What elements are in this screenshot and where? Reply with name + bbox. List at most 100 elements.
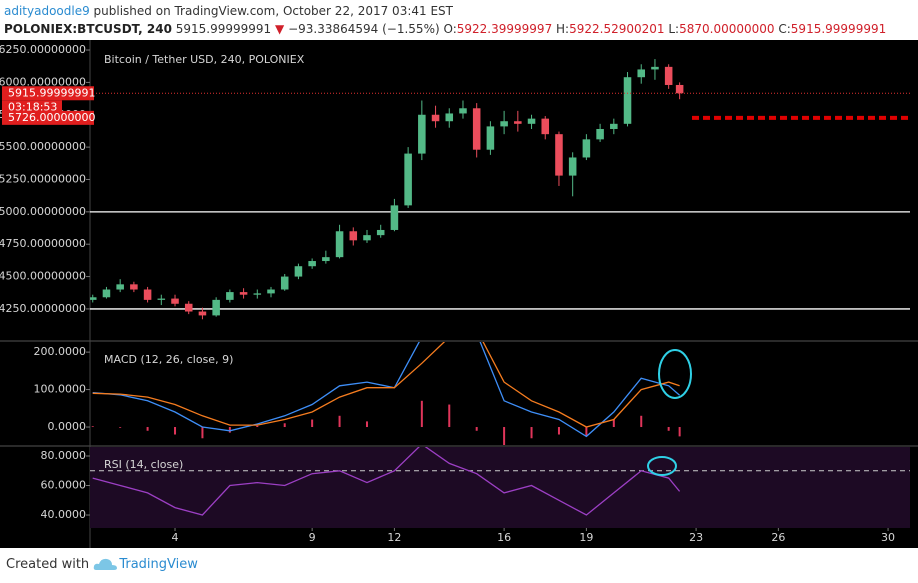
- l-label: L:: [668, 22, 680, 36]
- candle-body: [267, 289, 275, 294]
- candle-body: [143, 289, 152, 300]
- y-tick-label: 80.0000: [41, 449, 87, 462]
- histogram-bar: [640, 415, 643, 428]
- y-tick-label: 4750.00000000: [0, 237, 86, 250]
- histogram-bar: [91, 426, 94, 428]
- price-label-box: [2, 86, 94, 101]
- y-tick-label: 60.0000: [41, 479, 87, 492]
- x-tick-label: 30: [881, 531, 895, 544]
- candle-body: [130, 284, 138, 290]
- candle-body: [500, 121, 508, 127]
- candle-body: [664, 66, 673, 85]
- histogram-bar: [678, 427, 681, 437]
- header-line-2: POLONIEX:BTCUSDT, 240 5915.99999991 ▼ −9…: [4, 22, 886, 36]
- y-tick-label: 4250.00000000: [0, 302, 86, 315]
- y-tick-label: 5250.00000000: [0, 172, 86, 185]
- candle-body: [280, 276, 289, 290]
- candle-body: [541, 118, 550, 135]
- pane-title: MACD (12, 26, close, 9): [104, 353, 233, 366]
- histogram-bar: [503, 427, 506, 445]
- histogram-bar: [228, 427, 231, 433]
- rsi-band: [90, 447, 910, 528]
- arrow: ▼: [275, 22, 285, 36]
- symbol: POLONIEX:BTCUSDT, 240: [4, 22, 172, 36]
- histogram-bar: [256, 425, 259, 428]
- candle-body: [349, 231, 358, 241]
- countdown: 03:18:53: [8, 100, 57, 113]
- y-tick-label: 100.0000: [34, 383, 87, 396]
- price-label-box: [2, 110, 94, 125]
- author-link[interactable]: adityadoodle9: [4, 4, 90, 18]
- y-tick-label: 40.0000: [41, 508, 87, 521]
- candle-body: [675, 84, 684, 94]
- candle-body: [568, 157, 577, 176]
- candle-body: [486, 126, 495, 150]
- x-tick-label: 4: [172, 531, 179, 544]
- candle-body: [459, 108, 467, 114]
- candle-body: [555, 134, 563, 176]
- c-label: C:: [778, 22, 791, 36]
- candle-body: [198, 311, 207, 316]
- y-tick-label: 5500.00000000: [0, 140, 86, 153]
- last-price: 5915.99999991: [175, 22, 272, 36]
- pane-title: Bitcoin / Tether USD, 240, POLONIEX: [104, 53, 305, 66]
- candle-body: [171, 298, 179, 304]
- candle-body: [514, 121, 522, 124]
- candle-body: [157, 298, 166, 300]
- published-text: published on TradingView.com, October 22…: [89, 4, 453, 18]
- candle-body: [308, 261, 316, 267]
- x-tick-label: 16: [497, 531, 511, 544]
- histogram-bar: [174, 427, 177, 435]
- histogram-bar: [557, 427, 560, 435]
- o-value: 5922.39999997: [456, 22, 553, 36]
- candle-body: [582, 139, 591, 158]
- created-with: Created with: [6, 556, 90, 572]
- y-tick-label: 4500.00000000: [0, 270, 86, 283]
- price-label: 5726.00000000: [8, 111, 95, 124]
- candle-body: [253, 293, 262, 295]
- candle-body: [116, 284, 124, 290]
- candle-body: [431, 114, 440, 122]
- candle-body: [610, 123, 618, 129]
- price-label: 5915.99999991: [8, 86, 95, 99]
- countdown-box: [2, 100, 62, 115]
- candle-body: [651, 66, 659, 70]
- candle-body: [226, 292, 234, 300]
- footer: Created with TradingView: [6, 556, 198, 572]
- candle-body: [322, 257, 330, 262]
- annotation-circle: [658, 349, 692, 399]
- brand[interactable]: TradingView: [119, 556, 198, 572]
- candle-body: [239, 292, 248, 295]
- y-tick-label: 200.0000: [34, 345, 87, 358]
- histogram-bar: [667, 427, 670, 431]
- histogram-bar: [119, 427, 122, 428]
- candle-body: [335, 231, 344, 258]
- histogram-bar: [311, 419, 314, 428]
- candle-body: [637, 69, 646, 78]
- histogram-bar: [338, 415, 341, 428]
- candle-body: [623, 77, 632, 124]
- candle-body: [472, 108, 481, 150]
- logo: [94, 558, 118, 570]
- histogram-bar: [283, 423, 286, 428]
- o-label: O:: [443, 22, 457, 36]
- histogram-bar: [475, 427, 478, 431]
- y-tick-label: 6000.00000000: [0, 75, 86, 88]
- candle-body: [90, 297, 97, 300]
- candle-body: [527, 118, 536, 124]
- histogram-bar: [146, 427, 149, 431]
- pane-title: RSI (14, close): [104, 458, 183, 471]
- candle-body: [445, 113, 454, 122]
- y-tick-label: 5000.00000000: [0, 205, 86, 218]
- candle-body: [212, 299, 220, 316]
- histogram-bar: [201, 427, 204, 439]
- candle-body: [376, 229, 385, 236]
- candle-body: [102, 289, 111, 298]
- h-label: H:: [556, 22, 570, 36]
- histogram-bar: [365, 421, 368, 428]
- change: −93.33864594 (−1.55%): [288, 22, 440, 36]
- annotation-circle: [647, 456, 677, 476]
- candle-body: [404, 153, 412, 206]
- x-tick-label: 12: [387, 531, 401, 544]
